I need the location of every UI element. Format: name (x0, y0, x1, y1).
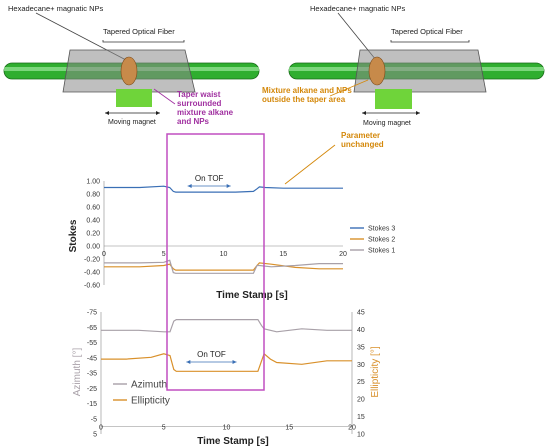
left-magnet-arrowhead-right (156, 111, 160, 115)
azimuth-tick-label: 5 (93, 432, 97, 439)
stokes-legend-label: Stokes 2 (368, 237, 395, 244)
stokes-x-tick-label: 10 (220, 251, 228, 258)
ellipticity-tick-label: 15 (357, 414, 365, 421)
ellipticity-axis-label: Ellipticity [°] (370, 346, 381, 397)
azel-ontof-label: On TOF (197, 350, 226, 359)
unchanged-annotation: Parameter unchanged (341, 131, 384, 149)
annotation-line: mixture alkane (177, 108, 234, 117)
annotation-line: outside the taper area (262, 95, 346, 104)
stokes-y-tick-label: 1.00 (86, 179, 100, 186)
right-tube (353, 49, 487, 93)
azimuth-tick-label: -5 (91, 416, 97, 423)
right-magnet (375, 89, 412, 109)
azel-legend-label: Azimuth (131, 380, 167, 391)
stokes-ontof-arrowhead-left (187, 184, 192, 188)
annotation-line: Taper waist (177, 90, 221, 99)
azimuth-tick-label: -65 (87, 325, 97, 332)
taper-highlight-box (166, 133, 265, 391)
time-x-tick-label: 0 (99, 424, 103, 431)
stokes-ontof-arrowhead-right (226, 184, 231, 188)
stokes-legend-label: Stokes 3 (368, 226, 395, 233)
azimuth-tick-label: -35 (87, 371, 97, 378)
azimuth-tick-label: -55 (87, 340, 97, 347)
azel-ontof-arrowhead-right (232, 360, 237, 364)
time-x-tick-label: 15 (285, 424, 293, 431)
right-magnet-arrowhead-right (416, 111, 420, 115)
right-top-label: Hexadecane+ magnatic NPs (310, 4, 406, 13)
azimuth-tick-label: -45 (87, 355, 97, 362)
stokes-x-tick-label: 15 (279, 251, 287, 258)
right-fiber-bracket (390, 40, 470, 43)
stokes-chart: 1.00 0.80 0.60 0.40 0.20 0.00 -0.20 -0.40 -0.60 0… (68, 174, 395, 301)
right-fiber-label: Tapered Optical Fiber (391, 27, 463, 36)
annotation-line: surrounded (177, 99, 222, 108)
azimuth-tick-label: -25 (87, 386, 97, 393)
azel-legend-label: Ellipticity (131, 396, 170, 407)
time-x-axis-label: Time Stamp [s] (197, 436, 269, 447)
ellipticity-tick-label: 30 (357, 362, 365, 369)
right-magnet-label: Moving magnet (363, 120, 411, 127)
left-magnet-arrowhead-left (105, 111, 109, 115)
right-droplet (368, 56, 386, 86)
ellipticity-tick-label: 10 (357, 432, 365, 439)
stokes-x-tick-label: 0 (102, 251, 106, 258)
stokes-series-line (104, 185, 343, 193)
left-top-label: Hexadecane+ magnatic NPs (8, 4, 104, 13)
time-x-tick-label: 20 (348, 424, 356, 431)
annotation-line: unchanged (341, 140, 384, 149)
stokes-y-tick-label: 0.40 (86, 218, 100, 225)
taper-leader (153, 88, 176, 105)
stokes-y-axis-label: Stokes (68, 219, 79, 252)
stokes-y-tick-label: 0.80 (86, 192, 100, 199)
left-droplet (120, 56, 138, 86)
stokes-series-line (104, 259, 343, 274)
ellipticity-tick-label: 45 (357, 310, 365, 317)
diagram-left: Hexadecane+ magnatic NPs Tapered Optical… (3, 4, 260, 126)
left-magnet (116, 89, 152, 107)
azimuth-tick-label: -15 (87, 401, 97, 408)
taper-annotation: Taper waist surrounded mixture alkane and N… (177, 90, 234, 126)
stokes-y-tick-label: 0.00 (86, 244, 100, 251)
time-x-tick-label: 5 (162, 424, 166, 431)
stokes-x-tick-label: 20 (339, 251, 347, 258)
stokes-y-tick-label: 0.60 (86, 205, 100, 212)
stokes-y-tick-label: 0.20 (86, 231, 100, 238)
time-x-tick-label: 10 (223, 424, 231, 431)
stokes-x-axis-label: Time Stamp [s] (216, 290, 288, 301)
right-magnet-arrowhead-left (362, 111, 366, 115)
diagram-right: Hexadecane+ magnatic NPs Tapered Optical… (288, 4, 545, 127)
annotation-line: Parameter (341, 131, 380, 140)
azimuth-axis-label: Azimuth [°] (72, 348, 83, 397)
annotation-line: Mixture alkane and NPs (262, 86, 352, 95)
ellipticity-tick-label: 25 (357, 379, 365, 386)
stokes-y-tick-label: -0.20 (84, 257, 100, 264)
azel-ontof-arrowhead-left (186, 360, 191, 364)
ellipticity-tick-label: 40 (357, 327, 365, 334)
azimuth-tick-label: -75 (87, 310, 97, 317)
ellipticity-tick-label: 20 (357, 397, 365, 404)
stokes-legend-label: Stokes 1 (368, 248, 395, 255)
stokes-y-tick-label: -0.60 (84, 283, 100, 290)
ellipticity-tick-label: 35 (357, 344, 365, 351)
outside-annotation: Mixture alkane and NPs outside the taper … (262, 86, 352, 104)
stokes-x-tick-label: 5 (162, 251, 166, 258)
azel-series-line (101, 319, 352, 333)
azimuth-ellipticity-chart: -75-65-55-45-35-25-15-554540353025201510… (72, 310, 381, 448)
azel-series-line (101, 352, 352, 372)
stokes-ontof-label: On TOF (195, 174, 224, 183)
left-fiber-label: Tapered Optical Fiber (103, 27, 175, 36)
annotation-line: and NPs (177, 117, 210, 126)
left-magnet-label: Moving magnet (108, 119, 156, 126)
outside-leader (329, 79, 369, 97)
unchanged-leader (284, 144, 336, 185)
left-fiber-bracket (102, 40, 185, 43)
stokes-y-tick-label: -0.40 (84, 270, 100, 277)
